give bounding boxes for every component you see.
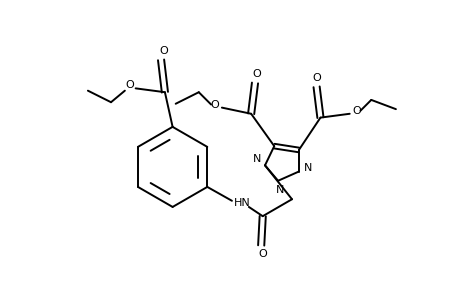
Text: O: O (312, 73, 320, 82)
Text: O: O (210, 100, 219, 110)
Text: N: N (275, 185, 283, 195)
Text: O: O (252, 69, 260, 79)
Text: N: N (252, 154, 261, 164)
Text: HN: HN (234, 198, 251, 208)
Text: O: O (352, 106, 360, 116)
Text: O: O (258, 249, 267, 259)
Text: N: N (303, 164, 312, 173)
Text: O: O (125, 80, 134, 90)
Text: O: O (159, 46, 168, 56)
